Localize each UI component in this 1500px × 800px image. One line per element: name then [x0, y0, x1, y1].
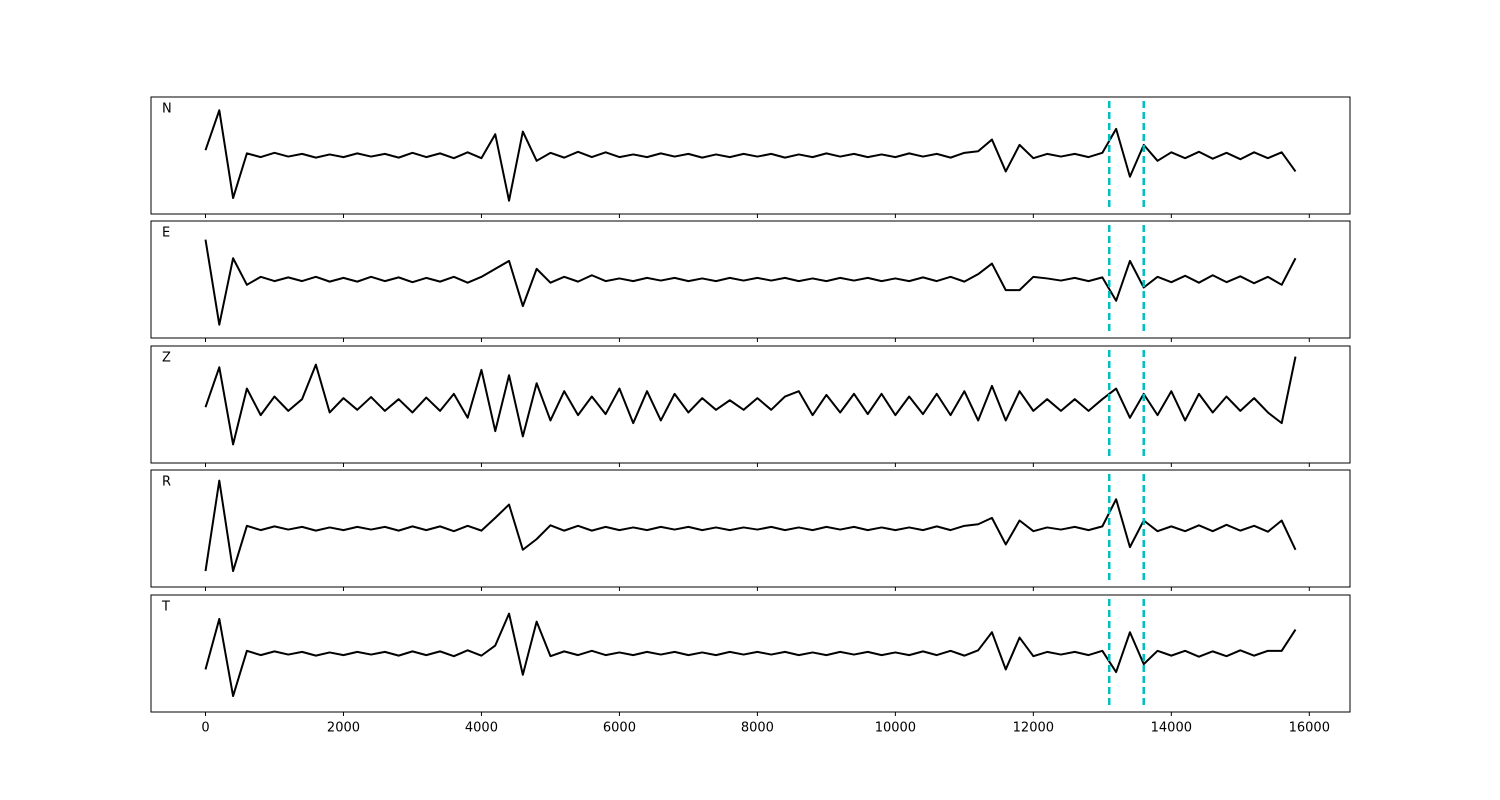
trace: [204, 109, 1297, 202]
trace: [204, 612, 1297, 698]
x-tick-label: 6000: [603, 721, 636, 736]
panel-label: Z: [162, 351, 171, 366]
x-tick-label: 14000: [1151, 721, 1192, 736]
panel-frame: [150, 345, 1351, 464]
trace: [204, 239, 1297, 326]
panel-label: N: [162, 102, 172, 117]
panel-label: R: [162, 475, 171, 490]
x-tick-label: 8000: [741, 721, 774, 736]
panel-frame: [150, 96, 1351, 215]
panel-frame: [150, 220, 1351, 339]
trace: [204, 479, 1297, 573]
panel-frame: [150, 469, 1351, 588]
x-tick-label: 2000: [327, 721, 360, 736]
panel-label: E: [162, 226, 170, 241]
x-tick-label: 4000: [465, 721, 498, 736]
panel-frame: [150, 594, 1351, 713]
x-tick-label: 0: [201, 721, 209, 736]
trace: [204, 356, 1297, 446]
x-tick-label: 16000: [1289, 721, 1330, 736]
x-tick-label: 12000: [1013, 721, 1054, 736]
panel-label: T: [161, 600, 170, 615]
x-tick-label: 10000: [875, 721, 916, 736]
